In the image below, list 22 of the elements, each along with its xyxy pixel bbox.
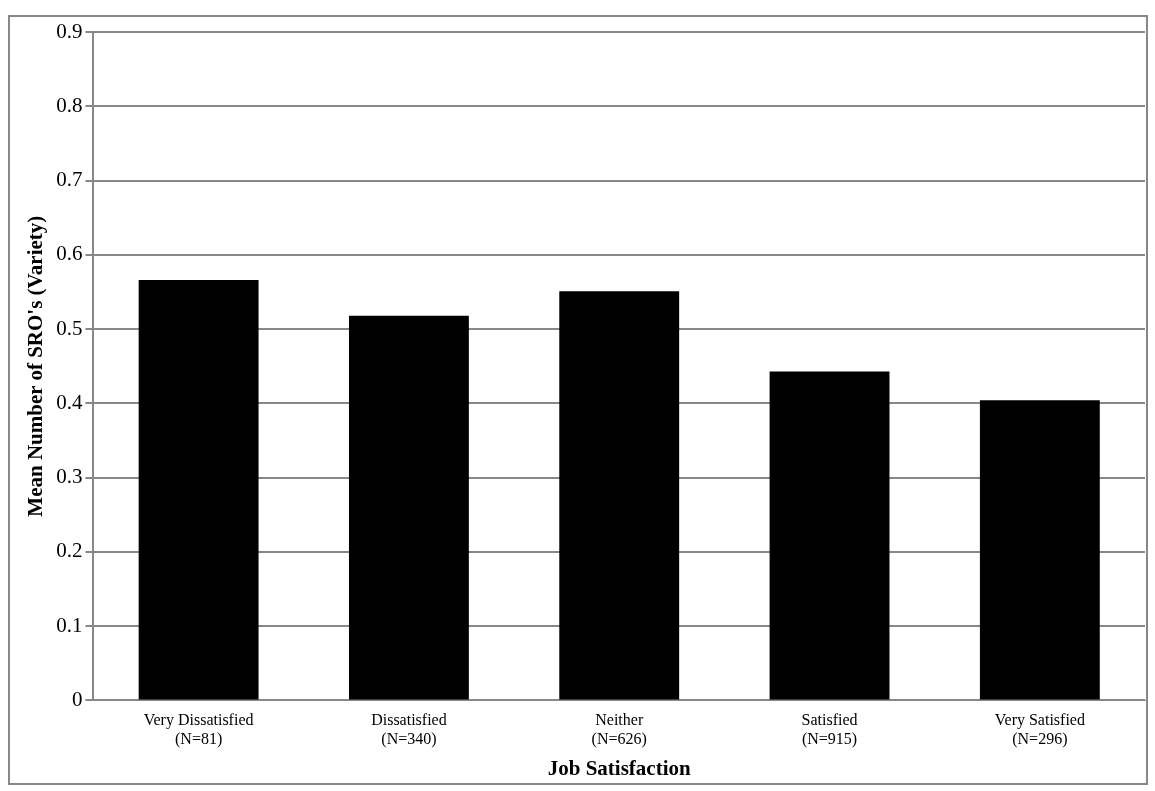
x-axis-title: Job Satisfaction [547, 755, 692, 780]
x-tick-label: Satisfied (N=915) [801, 711, 858, 749]
x-tick-label: Neither (N=626) [591, 711, 647, 749]
y-tick-label: 0 [71, 686, 83, 711]
bar [138, 280, 259, 700]
y-tick-label: 0.8 [56, 92, 83, 117]
x-tick-label: Very Dissatisfied (N=81) [143, 711, 254, 749]
y-tick-label: 0.1 [56, 612, 83, 637]
y-tick-label: 0.3 [56, 464, 83, 489]
y-tick-label: 0.9 [56, 18, 83, 43]
bar [348, 315, 469, 700]
y-tick-label: 0.4 [56, 389, 83, 414]
y-axis-title: Mean Number of SRO's (Variety) [23, 215, 48, 517]
y-tick-label: 0.5 [56, 315, 83, 340]
bar [769, 371, 890, 700]
y-tick-label: 0.7 [56, 167, 83, 192]
x-tick-label: Dissatisfied (N=340) [371, 711, 447, 749]
y-tick-label: 0.2 [56, 538, 83, 563]
bar [559, 291, 680, 700]
y-tick-label: 0.6 [56, 241, 83, 266]
x-tick-label: Very Satisfied (N=296) [994, 711, 1085, 749]
bar [979, 400, 1100, 700]
